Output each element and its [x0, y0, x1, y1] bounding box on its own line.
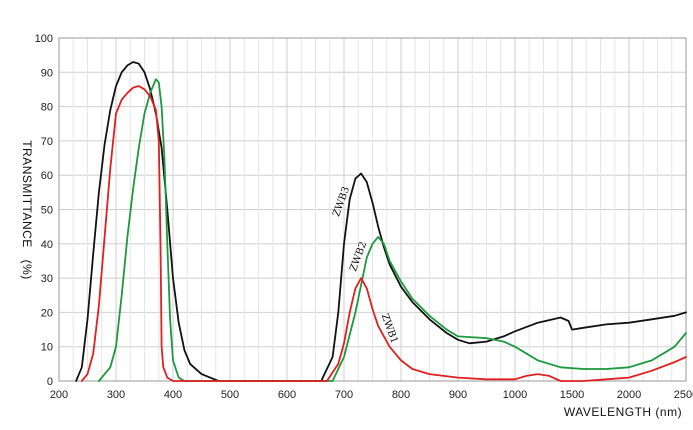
y-tick-label-70: 70	[41, 136, 53, 148]
y-tick-label-30: 30	[41, 273, 53, 285]
x-tick-label-700: 700	[335, 389, 353, 401]
x-tick-label-2500: 2500	[674, 389, 693, 401]
y-tick-label-100: 100	[35, 33, 53, 45]
series-lines	[75, 61, 687, 382]
x-tick-label-1000: 1000	[503, 389, 527, 401]
series-line-zwb2	[98, 78, 687, 382]
y-axis-title-main: TRANSMITTANCE	[20, 140, 34, 248]
y-tick-label-60: 60	[41, 170, 53, 182]
x-axis-title: WAVELENGTH (nm)	[564, 405, 682, 419]
series-line-zwb3	[75, 61, 687, 382]
y-tick-label-40: 40	[41, 239, 53, 251]
x-tick-label-600: 600	[278, 389, 296, 401]
x-tick-label-300: 300	[107, 389, 125, 401]
x-tick-label-800: 800	[392, 389, 410, 401]
y-tick-label-90: 90	[41, 67, 53, 79]
y-tick-label-80: 80	[41, 102, 53, 114]
series-line-zwb1	[80, 85, 687, 382]
x-tick-label-900: 900	[449, 389, 467, 401]
plot-frame	[58, 37, 687, 382]
y-tick-label-20: 20	[41, 307, 53, 319]
x-axis-ticks: 200 300 400 500 600 700 800 900 1000 1500 2000 2500	[50, 389, 693, 401]
x-tick-label-200: 200	[50, 389, 68, 401]
y-tick-label-50: 50	[41, 205, 53, 217]
y-axis-ticks: 0 10 20 30 40 50 60 70 80 90 100	[35, 33, 53, 388]
y-tick-label-10: 10	[41, 342, 53, 354]
y-tick-label-0: 0	[47, 376, 53, 388]
x-tick-label-2000: 2000	[617, 389, 641, 401]
y-axis-title: TRANSMITTANCE (%)	[20, 140, 34, 280]
y-axis-title-unit: (%)	[20, 260, 34, 280]
x-tick-label-500: 500	[221, 389, 239, 401]
x-tick-label-400: 400	[164, 389, 182, 401]
x-tick-label-1500: 1500	[560, 389, 584, 401]
